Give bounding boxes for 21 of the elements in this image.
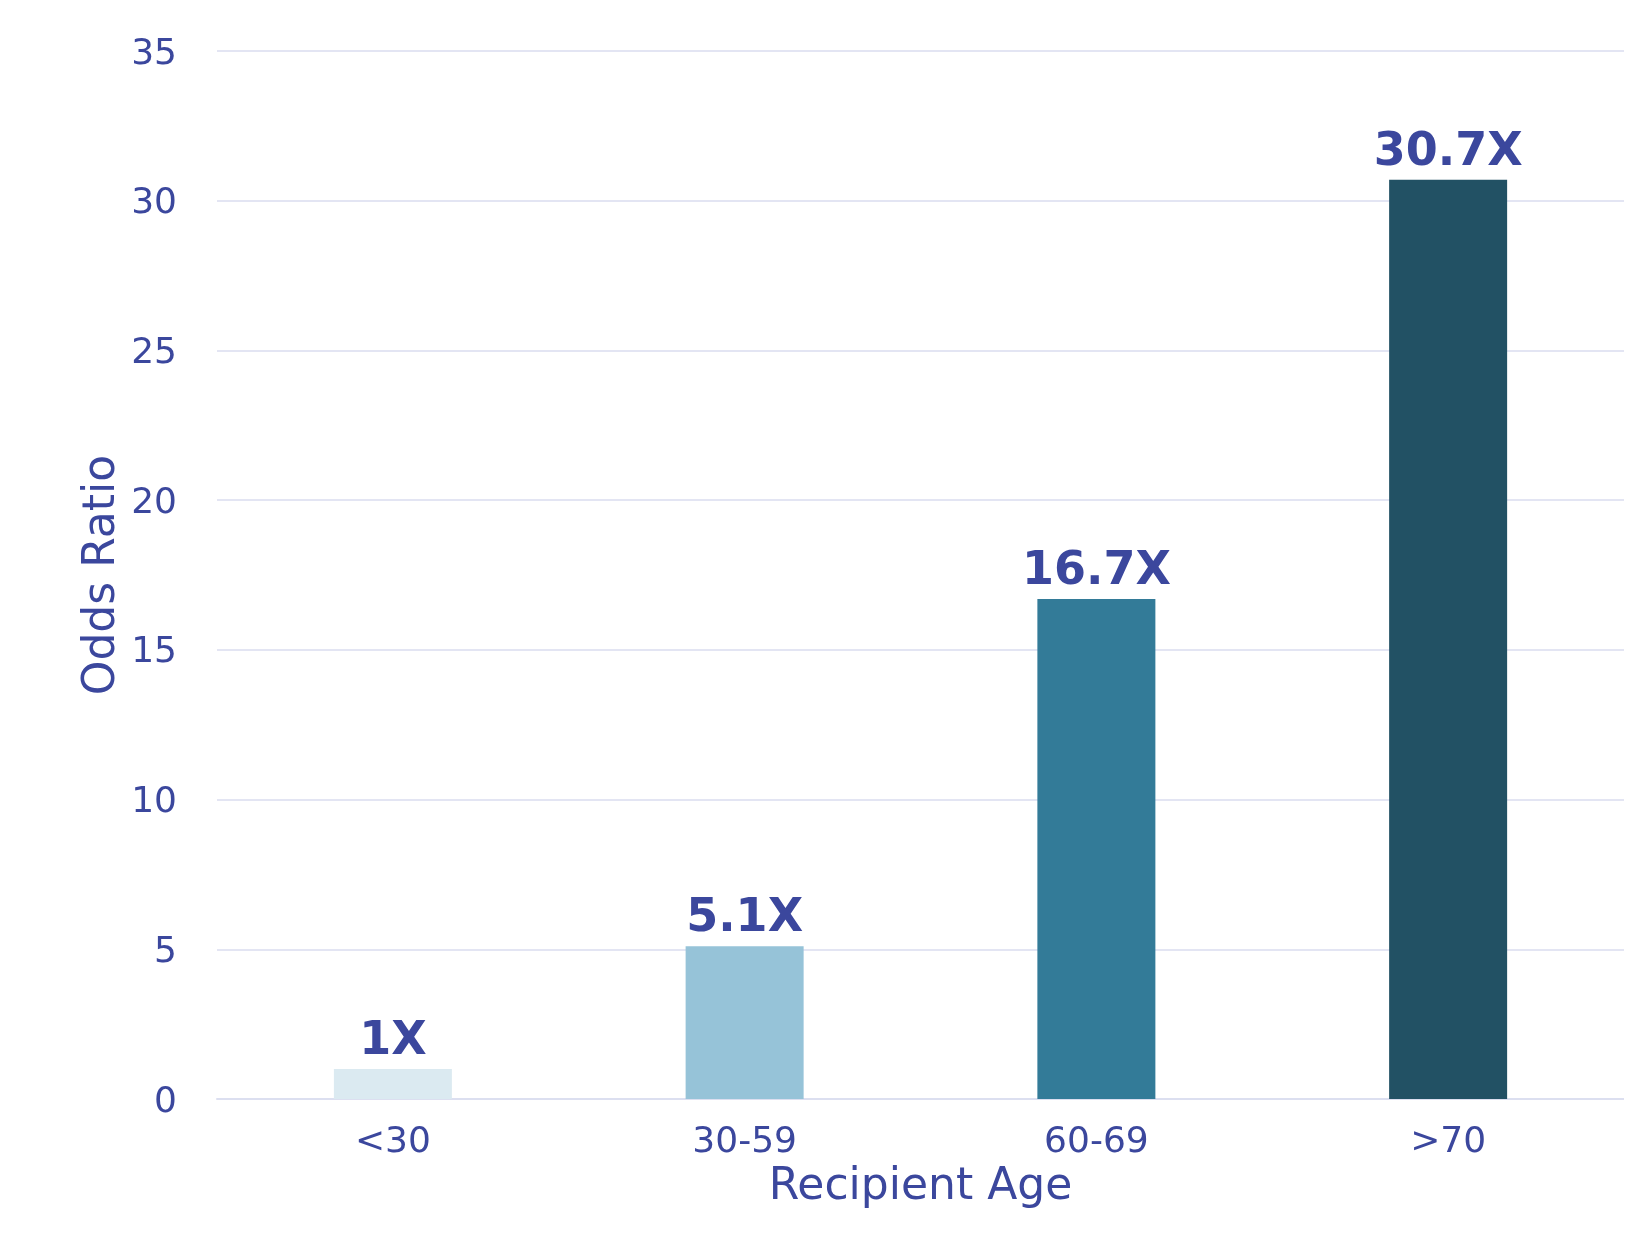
bar xyxy=(1037,598,1156,1099)
data-label: 1X xyxy=(359,1011,427,1066)
x-tick-label: <30 xyxy=(354,1118,431,1160)
x-tick-label: 60-69 xyxy=(1044,1118,1149,1160)
y-tick-label: 30 xyxy=(131,180,177,222)
data-label: 30.7X xyxy=(1373,121,1523,176)
y-axis-title: Odds Ratio xyxy=(72,454,124,696)
x-tick-label: >70 xyxy=(1410,1118,1487,1160)
data-label: 16.7X xyxy=(1021,540,1171,595)
bar xyxy=(685,946,804,1099)
y-tick-label: 10 xyxy=(131,779,177,821)
x-axis-title: Recipient Age xyxy=(768,1158,1073,1210)
x-tick-label: 30-59 xyxy=(692,1118,797,1160)
data-label: 5.1X xyxy=(686,888,804,943)
y-tick-label: 25 xyxy=(131,329,177,371)
y-tick-label: 35 xyxy=(131,30,177,72)
y-tick-label: 20 xyxy=(131,479,177,521)
bar xyxy=(1389,179,1508,1099)
y-tick-label: 5 xyxy=(154,928,177,970)
y-tick-label: 0 xyxy=(154,1078,177,1120)
y-tick-label: 15 xyxy=(131,629,177,671)
